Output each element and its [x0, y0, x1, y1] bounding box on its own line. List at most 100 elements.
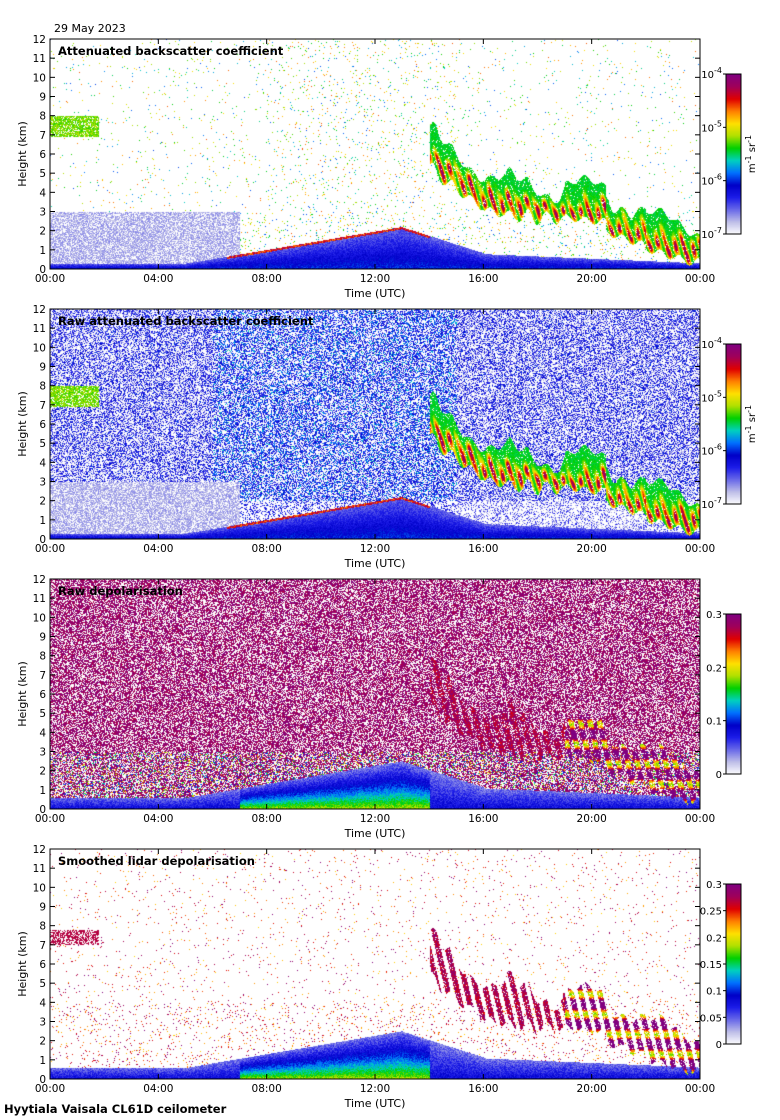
y-axis-label: Height (km): [16, 121, 29, 187]
y-tick-label: 10: [33, 882, 46, 894]
x-tick-label: 16:00: [468, 273, 498, 285]
colorbar-tick-exp: -4: [714, 66, 722, 75]
y-axis-label: Height (km): [16, 391, 29, 457]
x-tick-label: 04:00: [143, 1083, 173, 1095]
y-tick-label: 6: [39, 149, 46, 161]
y-tick-label: 12: [33, 844, 46, 856]
colorbar-tick-base: 10: [701, 70, 714, 81]
unit-base: sr: [747, 142, 758, 155]
colorbar-tick-label: 0.1: [706, 717, 722, 728]
x-tick-label: 00:00: [685, 813, 715, 825]
x-tick-label: 16:00: [468, 813, 498, 825]
x-tick-label: 00:00: [35, 273, 65, 285]
colorbar-tick-exp: -5: [714, 389, 722, 398]
unit-exponent: -1: [744, 155, 753, 163]
x-tick-label: 08:00: [252, 543, 282, 555]
colorbar-frame: [725, 613, 742, 775]
colorbar-tick-label: 0: [716, 770, 722, 781]
y-tick-label: 5: [39, 708, 46, 720]
y-tick-label: 11: [33, 593, 46, 605]
unit-exponent: -1: [744, 405, 753, 413]
y-tick-label: 9: [39, 902, 46, 914]
x-tick-label: 08:00: [252, 813, 282, 825]
panel-2: Raw attenuated backscatter coefficient 0 0…: [16, 304, 758, 570]
x-axis-label: Time (UTC): [344, 287, 406, 300]
colorbar-tick-base: 10: [701, 500, 714, 511]
colorbar-tick-label: 10-5: [701, 119, 722, 134]
y-tick-label: 11: [33, 53, 46, 65]
y-tick-label: 5: [39, 168, 46, 180]
y-tick-label: 11: [33, 323, 46, 335]
y-tick-label: 7: [39, 400, 46, 412]
colorbar-tick-label: 10-4: [701, 336, 722, 351]
plot-frame: [49, 308, 701, 540]
x-tick-label: 16:00: [468, 1083, 498, 1095]
y-tick-label: 4: [39, 727, 46, 739]
panel-title: Smoothed lidar depolarisation: [58, 854, 255, 868]
colorbar-tick-exp: -6: [714, 443, 722, 452]
x-axis-label: Time (UTC): [344, 1097, 406, 1110]
colorbar-tick-label: 0.25: [700, 907, 722, 918]
y-tick-label: 2: [39, 226, 46, 238]
y-tick-label: 1: [39, 245, 46, 257]
y-tick-label: 3: [39, 477, 46, 489]
unit-base: m: [747, 433, 758, 443]
y-tick-label: 10: [33, 612, 46, 624]
colorbar-tick-label: 10-6: [701, 443, 722, 458]
y-tick-label: 10: [33, 72, 46, 84]
panel-title: Raw attenuated backscatter coefficient: [58, 314, 314, 328]
date-label: 29 May 2023: [54, 22, 126, 35]
y-tick-label: 7: [39, 940, 46, 952]
plot-frame: [49, 578, 701, 810]
x-tick-label: 04:00: [143, 813, 173, 825]
y-tick-label: 7: [39, 130, 46, 142]
colorbar-tick-label: 0: [716, 1040, 722, 1051]
x-tick-label: 00:00: [685, 273, 715, 285]
x-tick-label: 08:00: [252, 273, 282, 285]
y-tick-label: 9: [39, 632, 46, 644]
y-tick-label: 4: [39, 997, 46, 1009]
plot-frame: [49, 38, 701, 270]
y-tick-label: 2: [39, 1036, 46, 1048]
colorbar-frame: [725, 883, 742, 1045]
y-tick-label: 3: [39, 1017, 46, 1029]
y-tick-label: 0: [39, 264, 46, 276]
unit-exponent: -1: [744, 135, 753, 143]
x-tick-label: 12:00: [360, 273, 390, 285]
unit-base: sr: [747, 412, 758, 425]
colorbar-tick-label: 0.15: [700, 960, 722, 971]
y-tick-label: 3: [39, 747, 46, 759]
y-tick-label: 1: [39, 1055, 46, 1067]
x-tick-label: 20:00: [577, 1083, 607, 1095]
y-tick-label: 5: [39, 438, 46, 450]
plot-frame: [49, 848, 701, 1080]
colorbar-tick-base: 10: [701, 393, 714, 404]
y-tick-label: 8: [39, 111, 46, 123]
x-axis-label: Time (UTC): [344, 557, 406, 570]
y-tick-label: 0: [39, 804, 46, 816]
y-axis-label: Height (km): [16, 931, 29, 997]
x-tick-label: 04:00: [143, 543, 173, 555]
colorbar-tick-base: 10: [701, 177, 714, 188]
colorbar-tick-label: 0.3: [706, 880, 722, 891]
colorbar-tick-base: 10: [701, 447, 714, 458]
colorbar-tick-label: 10-5: [701, 389, 722, 404]
colorbar-tick-exp: -6: [714, 173, 722, 182]
y-tick-label: 12: [33, 304, 46, 316]
panel-4: Smoothed lidar depolarisation 00:00 04:00 0…: [16, 844, 742, 1110]
footer-instrument-label: Hyytiala Vaisala CL61D ceilometer: [4, 1102, 227, 1116]
y-tick-label: 9: [39, 92, 46, 104]
colorbar-tick-exp: -5: [714, 119, 722, 128]
unit-base: m: [747, 163, 758, 173]
x-tick-label: 00:00: [685, 1083, 715, 1095]
y-tick-label: 2: [39, 766, 46, 778]
colorbar-tick-label: 10-7: [701, 226, 722, 241]
y-tick-label: 4: [39, 457, 46, 469]
colorbar-frame: [725, 343, 742, 505]
y-tick-label: 0: [39, 534, 46, 546]
colorbar-tick-label: 10-6: [701, 173, 722, 188]
panel-title: Raw depolarisation: [58, 584, 183, 598]
